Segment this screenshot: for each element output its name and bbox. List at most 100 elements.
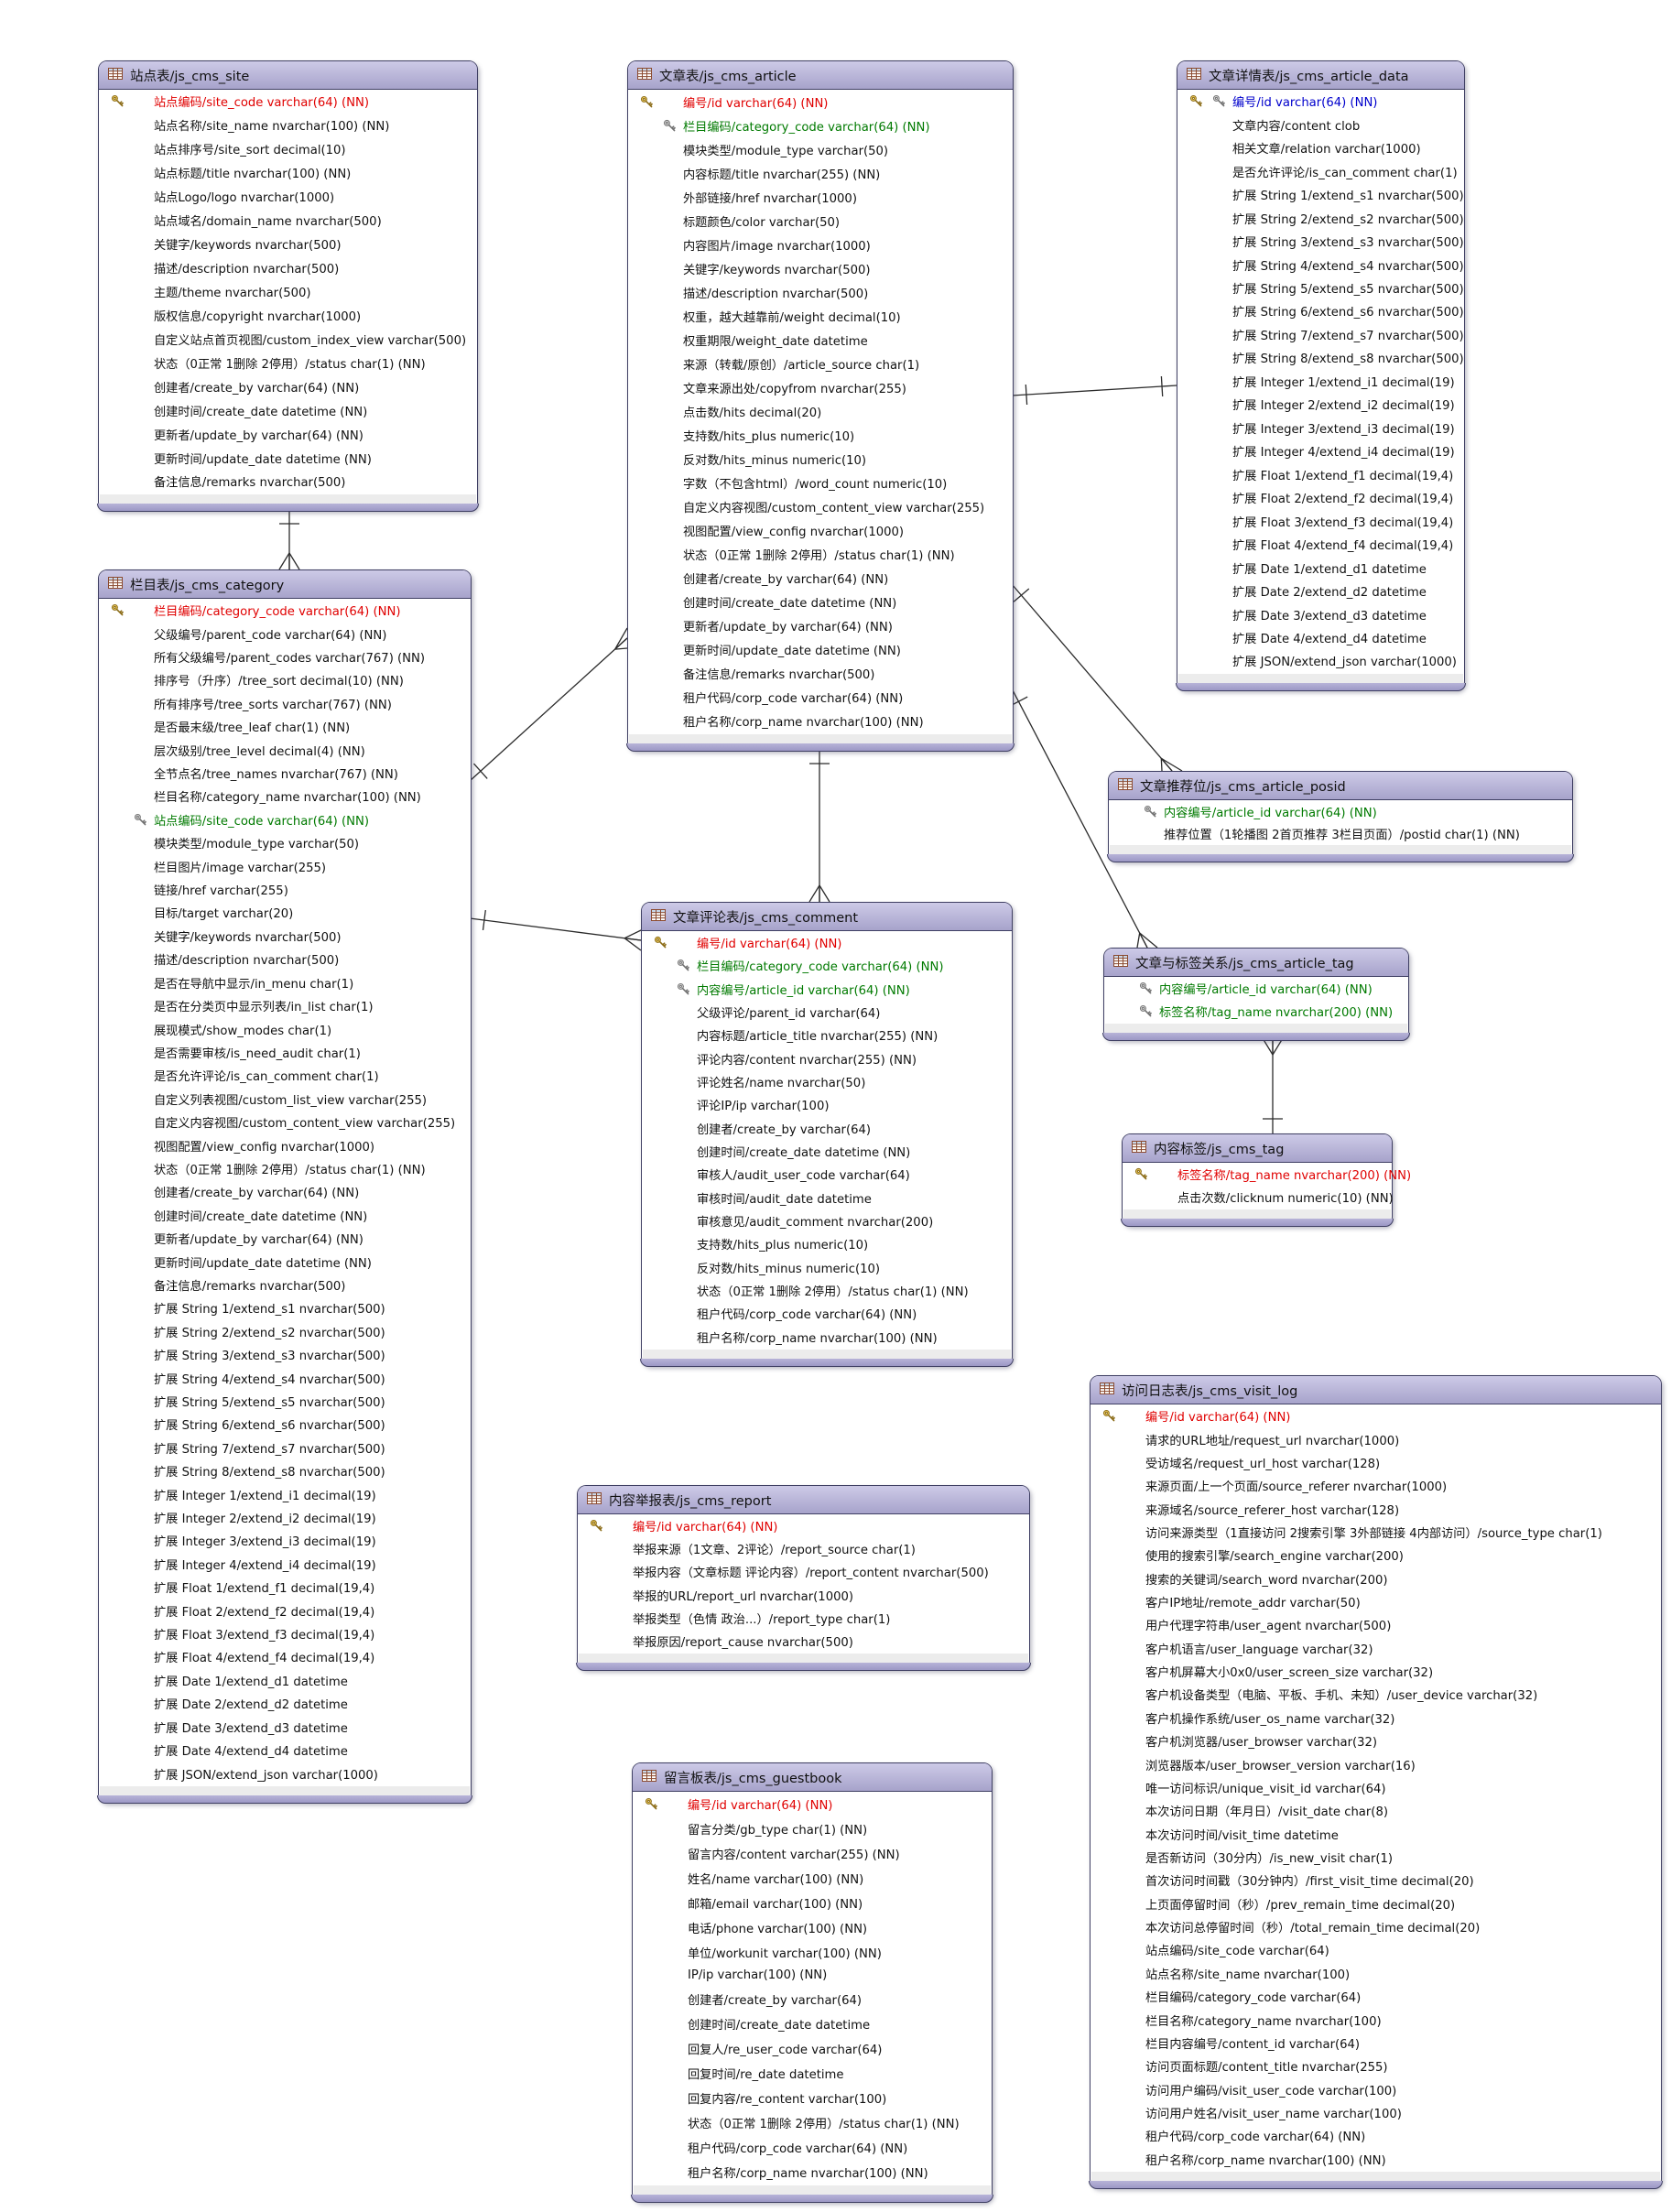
field-text: 访问页面标题/content_title nvarchar(255) [1145,2061,1388,2076]
field-text: 扩展 String 2/extend_s2 nvarchar(500) [1232,212,1464,227]
field-text: 点击次数/clicknum numeric(10) (NN) [1177,1192,1394,1206]
table-header-article_tag[interactable]: 文章与标签关系/js_cms_article_tag [1104,949,1408,977]
field-row: 扩展 Date 2/extend_d2 datetime [1177,582,1464,600]
table-article[interactable]: 文章表/js_cms_article 编号/id varchar(64) (NN)… [626,60,1015,752]
table-site[interactable]: 站点表/js_cms_site 站点编码/site_code varchar(64… [97,60,479,512]
field-row: 扩展 Integer 2/extend_i2 decimal(19) [1177,396,1464,413]
field-row: 扩展 String 1/extend_s1 nvarchar(500) [1177,186,1464,203]
field-row: 扩展 Integer 4/extend_i4 decimal(19) [99,1556,471,1573]
table-guestbook[interactable]: 留言板表/js_cms_guestbook 编号/id varchar(64) (… [631,1762,993,2203]
table-icon [637,67,652,83]
field-row: 栏目编码/category_code varchar(64) (NN) [642,957,1012,974]
table-footer-strip [1091,2172,1660,2181]
field-row: 站点标题/title nvarchar(100) (NN) [99,164,477,181]
field-text: 创建时间/create_date datetime [688,2018,871,2033]
table-visit_log[interactable]: 访问日志表/js_cms_visit_log 编号/id varchar(64) … [1089,1375,1663,2189]
field-text: 扩展 Float 1/extend_f1 decimal(19,4) [154,1582,375,1597]
table-tag[interactable]: 内容标签/js_cms_tag 标签名称/tag_name nvarchar(20… [1121,1133,1411,1227]
field-text: 标题颜色/color varchar(50) [683,215,841,230]
field-text: 关键字/keywords nvarchar(500) [154,239,342,254]
table-header-guestbook[interactable]: 留言板表/js_cms_guestbook [633,1763,992,1792]
field-row: 审核意见/audit_comment nvarchar(200) [642,1212,1012,1230]
field-text: 回复内容/re_content varchar(100) [688,2092,887,2107]
gold-key-icon [590,1520,602,1532]
field-text: 本次访问总停留时间（秒）/total_remain_time decimal(2… [1145,1922,1481,1936]
field-text: 内容编号/article_id varchar(64) (NN) [697,983,910,998]
table-header-report[interactable]: 内容举报表/js_cms_report [578,1486,1029,1514]
table-icon [1187,67,1201,80]
field-text: 首次访问时间戳（30分钟内）/first_visit_time decimal(… [1145,1875,1474,1890]
table-icon [108,576,123,592]
field-row: 更新时间/update_date datetime (NN) [99,450,477,467]
field-text: 扩展 Integer 3/extend_i3 decimal(19) [154,1535,376,1550]
field-row: 租户名称/corp_name nvarchar(100) (NN) [1090,2151,1661,2168]
field-row: 父级评论/parent_id varchar(64) [642,1003,1012,1021]
field-row: 回复内容/re_content varchar(100) [633,2089,992,2107]
field-row: 备注信息/remarks nvarchar(500) [99,472,477,490]
field-row: 是否最末级/tree_leaf char(1) (NN) [99,718,471,735]
table-category[interactable]: 栏目表/js_cms_category 栏目编码/category_code va… [97,569,472,1804]
field-text: 编号/id varchar(64) (NN) [1232,96,1378,111]
field-text: 扩展 Integer 2/extend_i2 decimal(19) [154,1513,376,1527]
table-header-article[interactable]: 文章表/js_cms_article [628,61,1013,90]
table-icon [1113,954,1128,967]
table-header-site[interactable]: 站点表/js_cms_site [99,61,477,90]
table-header-tag[interactable]: 内容标签/js_cms_tag [1123,1134,1392,1163]
field-row: 审核人/audit_user_code varchar(64) [642,1166,1012,1183]
table-article_posid[interactable]: 文章推荐位/js_cms_article_posid 内容编号/article_i… [1107,771,1574,862]
table-report[interactable]: 内容举报表/js_cms_report 编号/id varchar(64) (NN… [576,1485,1031,1671]
field-text: 层次级别/tree_level decimal(4) (NN) [154,744,365,759]
table-title: 内容标签/js_cms_tag [1154,1142,1285,1157]
table-header-visit_log[interactable]: 访问日志表/js_cms_visit_log [1090,1376,1661,1404]
field-text: 目标/target varchar(20) [154,907,294,922]
field-row: 站点域名/domain_name nvarchar(500) [99,211,477,229]
field-text: 栏目编码/category_code varchar(64) (NN) [697,960,944,975]
field-text: 上页面停留时间（秒）/prev_remain_time decimal(20) [1145,1898,1456,1913]
table-title: 文章与标签关系/js_cms_article_tag [1135,956,1354,971]
table-footer-strip [100,1786,470,1795]
field-text: 来源（转载/原创）/article_source char(1) [683,358,920,373]
table-icon [637,67,652,80]
table-icon [1118,777,1133,790]
field-text: 关键字/keywords nvarchar(500) [683,263,871,277]
table-article_data[interactable]: 文章详情表/js_cms_article_data 编号/id varchar(6… [1176,60,1466,691]
table-header-category[interactable]: 栏目表/js_cms_category [99,570,471,599]
field-text: 站点标题/title nvarchar(100) (NN) [154,168,352,182]
table-header-article_posid[interactable]: 文章推荐位/js_cms_article_posid [1109,772,1572,800]
field-row: 目标/target varchar(20) [99,904,471,921]
field-row: 访问用户编码/visit_user_code varchar(100) [1090,2081,1661,2098]
field-row: 编号/id varchar(64) (NN) [1177,92,1464,110]
field-row: 相关文章/relation varchar(1000) [1177,139,1464,157]
field-row: 权重期限/weight_date datetime [628,331,1013,349]
table-title: 文章推荐位/js_cms_article_posid [1140,779,1346,795]
field-row: 扩展 Date 3/extend_d3 datetime [1177,606,1464,623]
field-row: 自定义内容视图/custom_content_view varchar(255) [99,1113,471,1131]
field-text: 父级编号/parent_code varchar(64) (NN) [154,628,387,643]
field-row: 租户代码/corp_code varchar(64) (NN) [642,1305,1012,1322]
field-text: 客户机浏览器/user_browser varchar(32) [1145,1736,1378,1751]
field-text: 扩展 Integer 2/extend_i2 decimal(19) [1232,399,1455,414]
field-row: 扩展 JSON/extend_json varchar(1000) [99,1765,471,1783]
field-text: 站点名称/site_name nvarchar(100) (NN) [154,120,390,135]
field-text: 扩展 String 7/extend_s7 nvarchar(500) [1232,329,1464,343]
table-header-comment[interactable]: 文章评论表/js_cms_comment [642,903,1012,931]
field-row: 描述/description nvarchar(500) [99,259,477,276]
table-title: 访问日志表/js_cms_visit_log [1122,1383,1298,1399]
primary-key-slot [111,603,134,617]
field-list: 内容编号/article_id varchar(64) (NN) 标签名称/tag… [1104,977,1408,1023]
gold-key-icon [111,95,124,107]
table-comment[interactable]: 文章评论表/js_cms_comment 编号/id varchar(64) (N… [640,902,1014,1367]
table-header-article_data[interactable]: 文章详情表/js_cms_article_data [1177,61,1464,90]
table-article_tag[interactable]: 文章与标签关系/js_cms_article_tag 内容编号/article_i… [1102,948,1410,1041]
primary-key-slot [645,1797,667,1811]
field-text: 扩展 String 1/extend_s1 nvarchar(500) [154,1303,385,1317]
field-text: 所有父级编号/parent_codes varchar(767) (NN) [154,652,426,667]
table-icon [108,67,123,83]
table-title: 留言板表/js_cms_guestbook [664,1771,842,1786]
field-text: 更新时间/update_date datetime (NN) [154,1256,372,1271]
field-row: 自定义内容视图/custom_content_view varchar(255) [628,498,1013,515]
field-row: 创建时间/create_date datetime (NN) [642,1143,1012,1160]
field-text: 展现模式/show_modes char(1) [154,1024,332,1038]
field-list: 内容编号/article_id varchar(64) (NN) 推荐位置（1轮播… [1109,800,1572,844]
field-text: 扩展 String 5/extend_s5 nvarchar(500) [1232,282,1464,297]
